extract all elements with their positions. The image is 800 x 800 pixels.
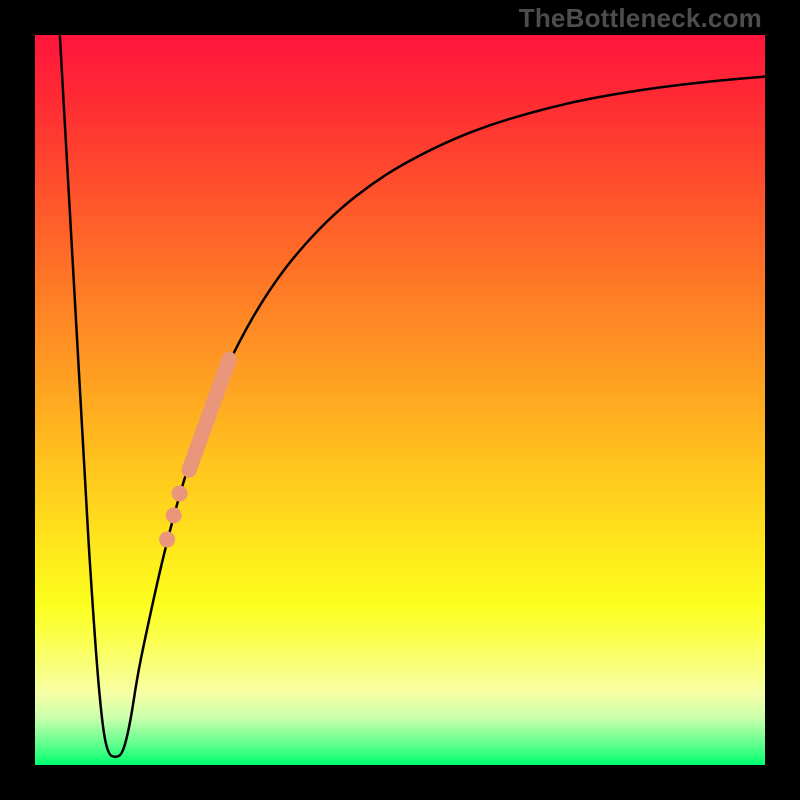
gradient-background: [35, 35, 765, 765]
plot-area: [35, 35, 765, 765]
watermark-text: TheBottleneck.com: [519, 3, 762, 34]
chart-root: TheBottleneck.com: [0, 0, 800, 800]
